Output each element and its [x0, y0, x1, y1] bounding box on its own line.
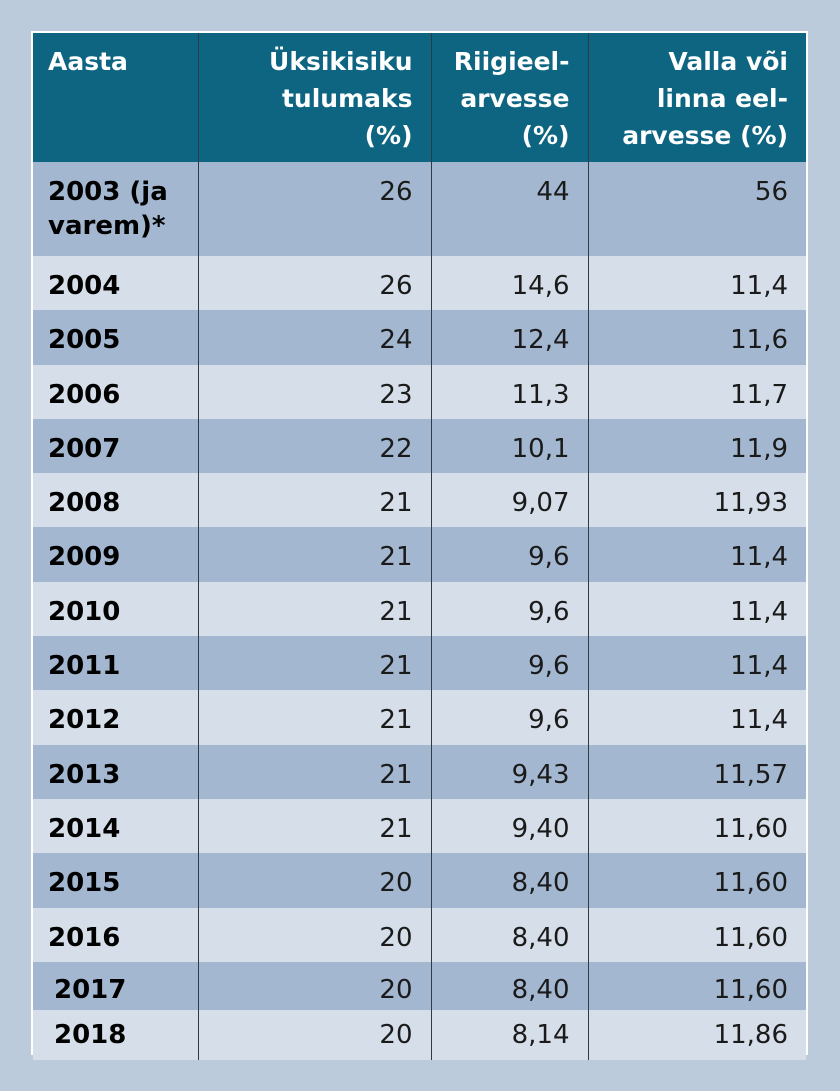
cell-year: 2017 — [33, 961, 198, 1010]
table-row: 2006 23 11,3 11,7 — [33, 364, 806, 419]
cell-local-budget: 56 — [587, 162, 806, 256]
table-row: 2011 21 9,6 11,4 — [33, 636, 806, 691]
cell-year: 2007 — [33, 418, 198, 474]
cell-state-budget: 8,40 — [430, 961, 588, 1010]
cell-year: 2010 — [33, 581, 198, 637]
cell-local-budget: 11,60 — [587, 798, 806, 854]
cell-income-tax: 21 — [197, 473, 431, 528]
cell-income-tax: 21 — [197, 798, 431, 854]
cell-income-tax: 21 — [197, 581, 431, 637]
cell-state-budget: 10,1 — [430, 418, 588, 474]
cell-local-budget: 11,4 — [587, 527, 806, 582]
cell-local-budget: 11,86 — [587, 1009, 806, 1060]
cell-local-budget: 11,60 — [587, 961, 806, 1010]
header-income-tax: Üksikisiku tulumaks (%) — [197, 33, 431, 162]
table-row: 2005 24 12,4 11,6 — [33, 310, 806, 365]
cell-income-tax: 20 — [197, 1009, 431, 1060]
table-row: 2009 21 9,6 11,4 — [33, 527, 806, 582]
cell-income-tax: 20 — [197, 907, 431, 962]
table-row: 2003 (ja varem)* 26 44 56 — [33, 162, 806, 256]
cell-local-budget: 11,4 — [587, 581, 806, 637]
cell-local-budget: 11,93 — [587, 473, 806, 528]
cell-year: 2018 — [33, 1009, 198, 1060]
table-row: 2007 22 10,1 11,9 — [33, 418, 806, 474]
cell-year: 2016 — [33, 907, 198, 962]
table-frame: Aasta Üksikisiku tulumaks (%) Riigieel-arv… — [31, 31, 808, 1060]
cell-state-budget: 9,43 — [430, 744, 588, 799]
header-local-budget: Valla või linna eel-arvesse (%) — [587, 33, 806, 162]
cell-state-budget: 12,4 — [430, 310, 588, 365]
cell-year: 2003 (ja varem)* — [33, 162, 198, 256]
table-row: 2014 21 9,40 11,60 — [33, 798, 806, 854]
cell-year: 2013 — [33, 744, 198, 799]
cell-income-tax: 23 — [197, 364, 431, 419]
table-row: 2017 20 8,40 11,60 — [33, 961, 806, 1010]
cell-local-budget: 11,60 — [587, 907, 806, 962]
cell-local-budget: 11,60 — [587, 853, 806, 908]
cell-income-tax: 26 — [197, 256, 431, 311]
cell-income-tax: 21 — [197, 636, 431, 691]
cell-state-budget: 8,40 — [430, 907, 588, 962]
header-year: Aasta — [33, 33, 198, 162]
cell-year: 2015 — [33, 853, 198, 908]
cell-state-budget: 14,6 — [430, 256, 588, 311]
cell-income-tax: 20 — [197, 961, 431, 1010]
cell-local-budget: 11,6 — [587, 310, 806, 365]
cell-year: 2014 — [33, 798, 198, 854]
table-row: 2018 20 8,14 11,86 — [33, 1009, 806, 1060]
cell-income-tax: 20 — [197, 853, 431, 908]
cell-state-budget: 9,6 — [430, 690, 588, 745]
cell-year: 2005 — [33, 310, 198, 365]
table-row: 2008 21 9,07 11,93 — [33, 473, 806, 528]
cell-year: 2011 — [33, 636, 198, 691]
table-row: 2016 20 8,40 11,60 — [33, 907, 806, 962]
cell-local-budget: 11,4 — [587, 256, 806, 311]
table-row: 2004 26 14,6 11,4 — [33, 256, 806, 311]
cell-year: 2004 — [33, 256, 198, 311]
cell-state-budget: 8,14 — [430, 1009, 588, 1060]
cell-state-budget: 9,07 — [430, 473, 588, 528]
cell-state-budget: 9,6 — [430, 636, 588, 691]
cell-state-budget: 9,6 — [430, 527, 588, 582]
table-row: 2013 21 9,43 11,57 — [33, 744, 806, 799]
cell-state-budget: 11,3 — [430, 364, 588, 419]
income-tax-table: Aasta Üksikisiku tulumaks (%) Riigieel-arv… — [33, 33, 806, 1060]
header-row: Aasta Üksikisiku tulumaks (%) Riigieel-arv… — [33, 33, 806, 162]
header-state-budget: Riigieel-arvesse (%) — [430, 33, 588, 162]
cell-local-budget: 11,9 — [587, 418, 806, 474]
cell-state-budget: 44 — [430, 162, 588, 256]
cell-income-tax: 21 — [197, 527, 431, 582]
table-row: 2015 20 8,40 11,60 — [33, 853, 806, 908]
cell-year: 2006 — [33, 364, 198, 419]
cell-local-budget: 11,4 — [587, 636, 806, 691]
cell-year: 2012 — [33, 690, 198, 745]
cell-year: 2008 — [33, 473, 198, 528]
cell-income-tax: 26 — [197, 162, 431, 256]
cell-year: 2009 — [33, 527, 198, 582]
cell-state-budget: 8,40 — [430, 853, 588, 908]
cell-local-budget: 11,57 — [587, 744, 806, 799]
table-row: 2012 21 9,6 11,4 — [33, 690, 806, 745]
cell-income-tax: 21 — [197, 744, 431, 799]
cell-income-tax: 22 — [197, 418, 431, 474]
cell-state-budget: 9,40 — [430, 798, 588, 854]
table-row: 2010 21 9,6 11,4 — [33, 581, 806, 637]
cell-state-budget: 9,6 — [430, 581, 588, 637]
cell-income-tax: 21 — [197, 690, 431, 745]
cell-income-tax: 24 — [197, 310, 431, 365]
cell-local-budget: 11,7 — [587, 364, 806, 419]
cell-local-budget: 11,4 — [587, 690, 806, 745]
